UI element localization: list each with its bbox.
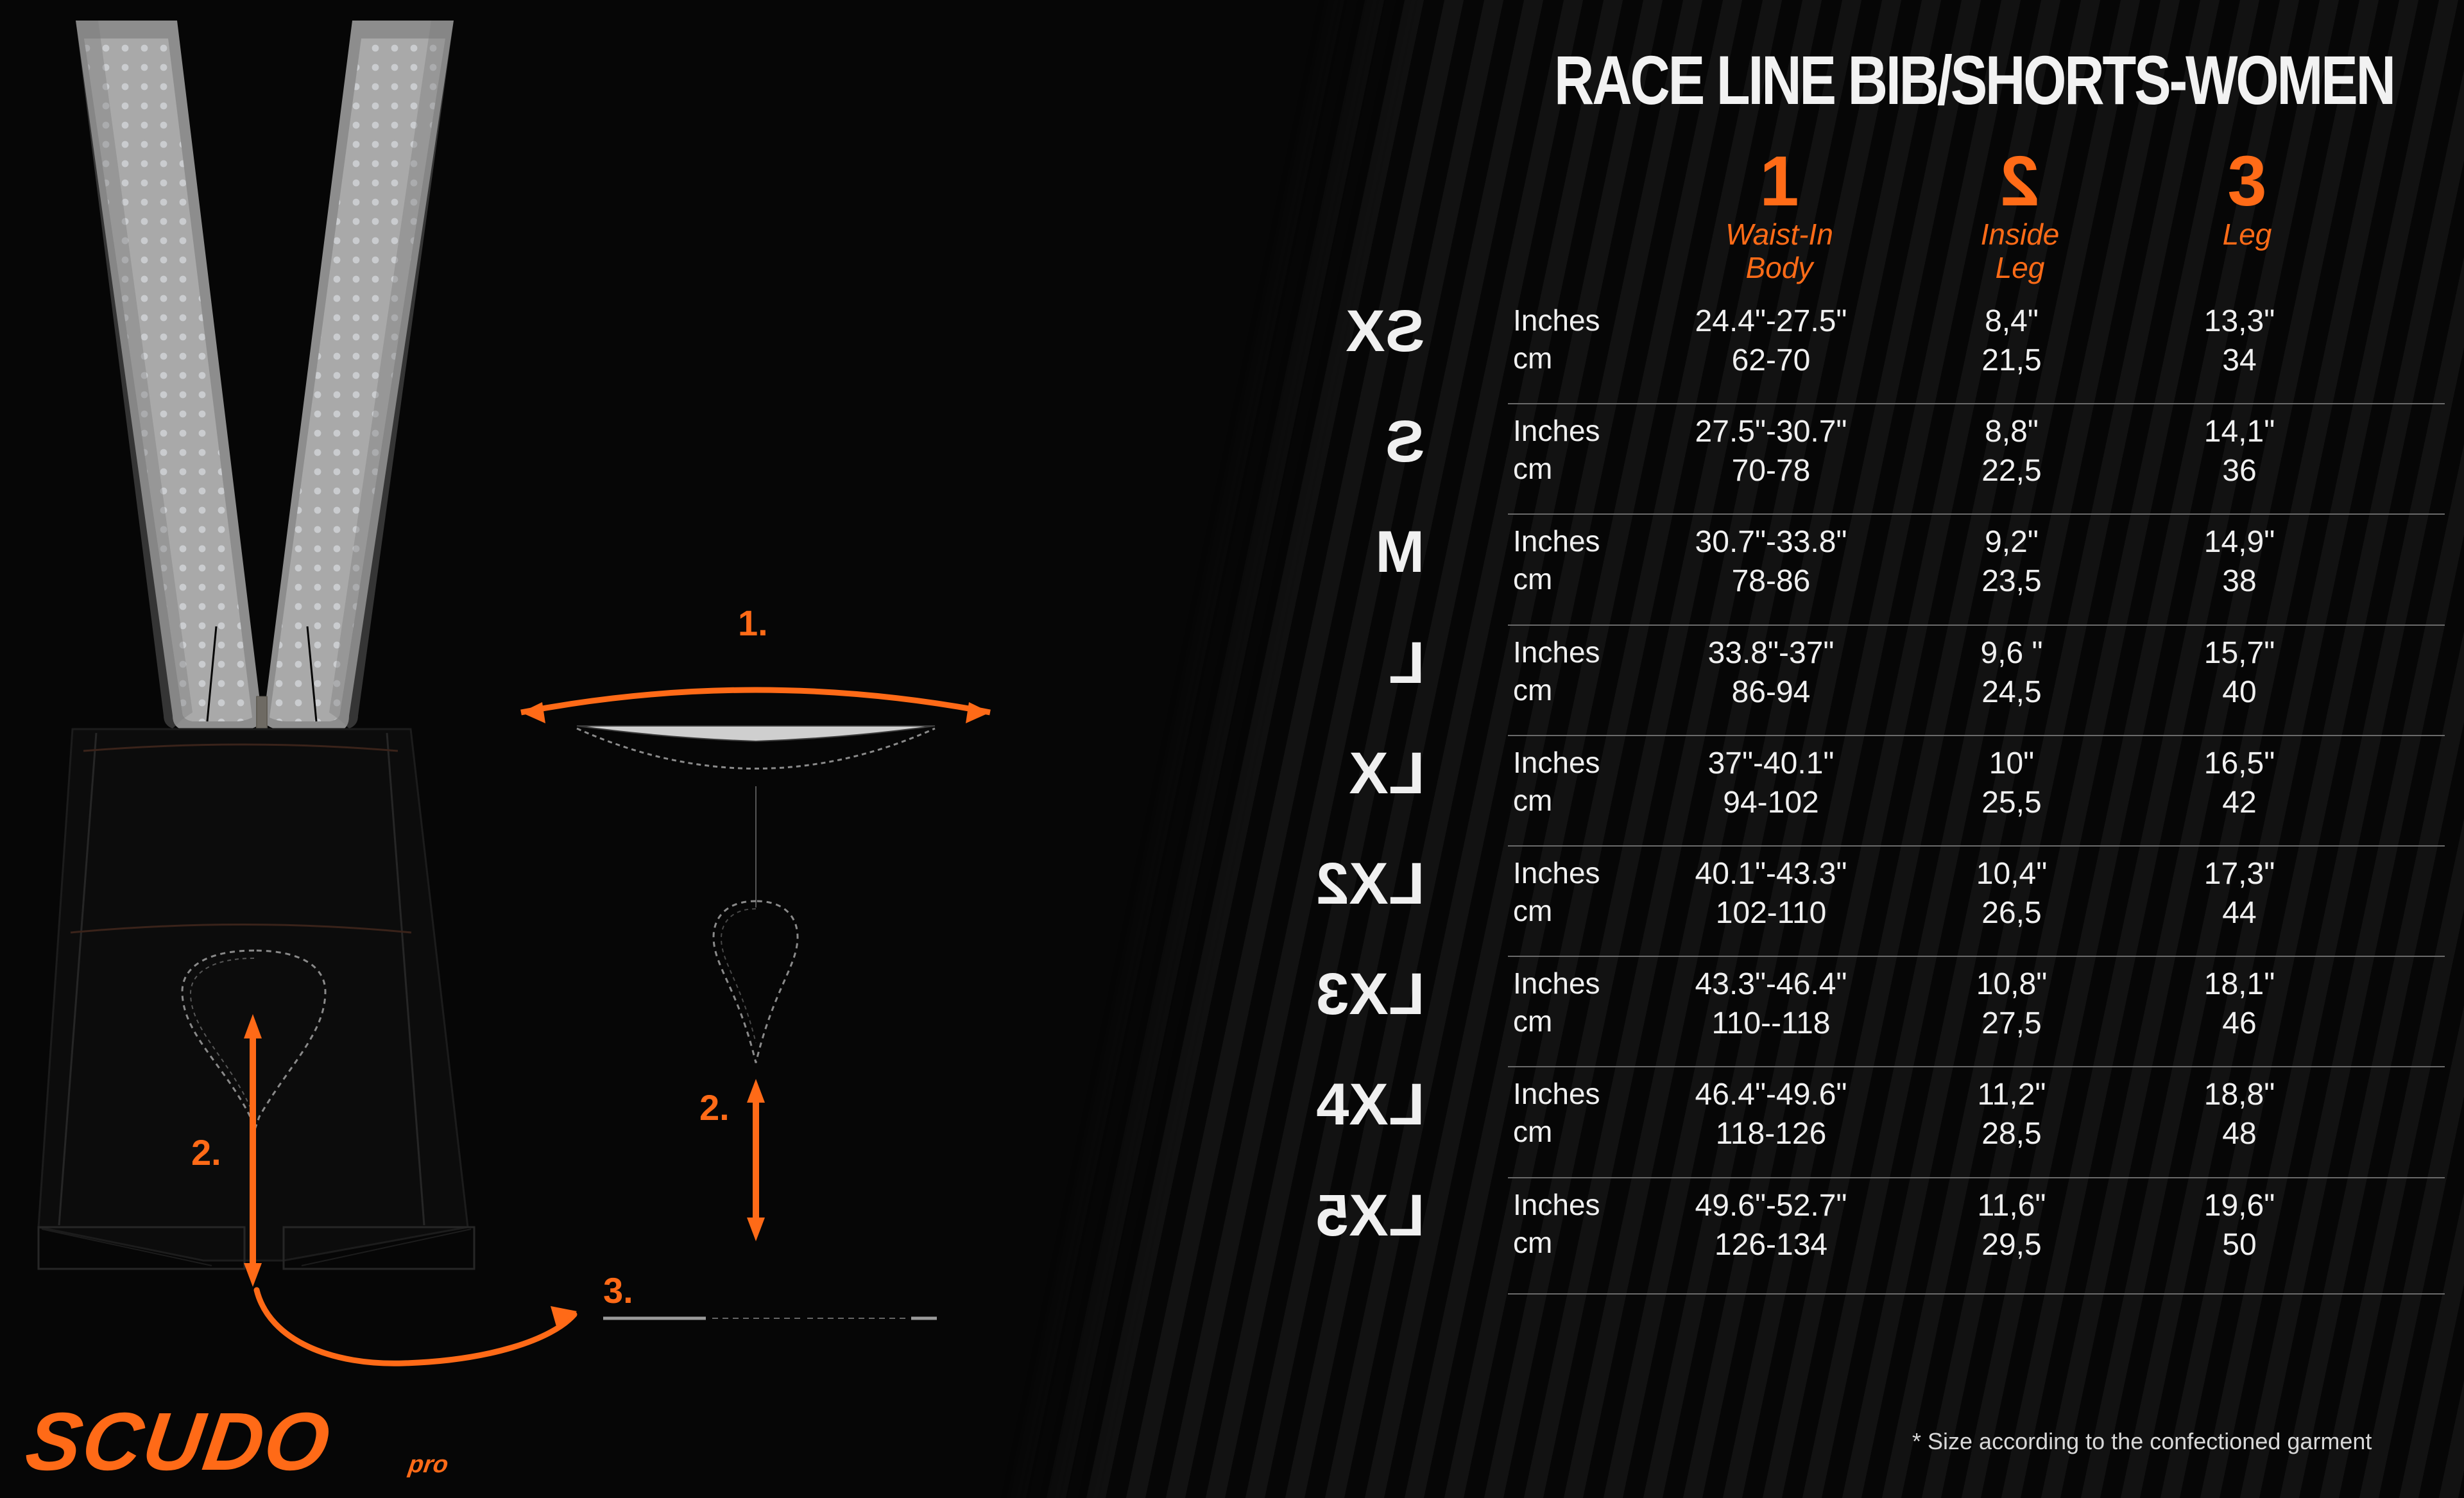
svg-text:1.: 1.	[738, 603, 768, 643]
svg-text:SCUDO: SCUDO	[21, 1397, 336, 1488]
svg-text:3.: 3.	[603, 1270, 633, 1311]
svg-text:2.: 2.	[699, 1087, 730, 1128]
svg-text:2.: 2.	[191, 1132, 221, 1173]
svg-text:pro: pro	[406, 1451, 450, 1478]
